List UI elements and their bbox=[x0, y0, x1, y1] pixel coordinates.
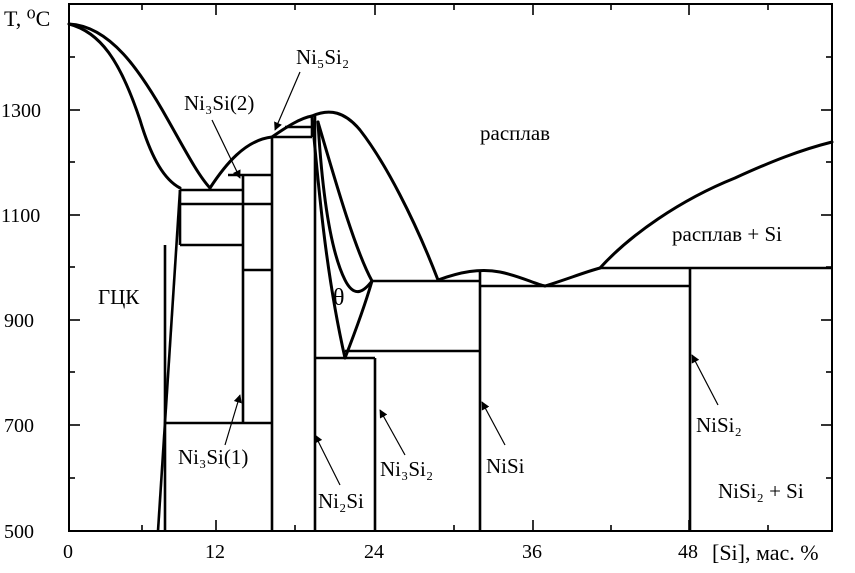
y-tick-label: 1100 bbox=[1, 205, 40, 227]
x-tick-label: 24 bbox=[364, 541, 384, 563]
y-tick-label: 700 bbox=[4, 415, 34, 437]
arrow-ni2si bbox=[314, 434, 341, 486]
label-nisi2-si: NiSi₂ + Si bbox=[718, 479, 804, 503]
label-melt-si: расплав + Si bbox=[672, 222, 782, 246]
label-nisi: NiSi bbox=[486, 454, 525, 478]
label-nisi2: NiSi₂ bbox=[696, 413, 742, 437]
theta-upper-boundary bbox=[316, 120, 374, 283]
leader-arrows bbox=[211, 71, 719, 486]
label-ni3si-1: Ni₃Si(1) bbox=[178, 445, 248, 469]
liquidus-ni-side bbox=[67, 22, 212, 190]
arrow-ni3si2 bbox=[379, 409, 406, 456]
label-ni3si-2: Ni₃Si(2) bbox=[184, 91, 254, 115]
liquidus-si-side bbox=[598, 140, 834, 270]
y-tick-labels: 500 700 900 1100 1300 bbox=[1, 100, 41, 543]
x-axis-title: [Si], мас. % bbox=[712, 540, 819, 565]
y-tick-label: 500 bbox=[4, 521, 34, 543]
y-axis-title: T, ⁰C bbox=[4, 6, 50, 31]
arrow-ni5si2 bbox=[274, 71, 301, 131]
liquidus-to-nisi2 bbox=[543, 266, 602, 288]
label-fcc: ГЦК bbox=[98, 285, 140, 309]
x-tick-label: 48 bbox=[678, 541, 698, 563]
label-ni2si: Ni₂Si bbox=[318, 489, 364, 513]
liquidus-nisi-hump bbox=[436, 268, 547, 288]
x-tick-labels: 0 12 24 36 48 bbox=[63, 541, 698, 563]
arrow-ni3si-1 bbox=[224, 394, 242, 446]
x-tick-label: 0 bbox=[63, 541, 73, 563]
theta-mid-boundary bbox=[316, 120, 374, 293]
y-tick-label: 1300 bbox=[1, 100, 41, 122]
theta-left-boundary bbox=[310, 114, 347, 360]
solidus-ni-side bbox=[67, 22, 182, 190]
x-tick-label: 36 bbox=[522, 541, 542, 563]
arrow-nisi bbox=[481, 401, 506, 446]
label-theta: θ bbox=[333, 285, 345, 311]
liquidus-to-ni5si2 bbox=[208, 135, 274, 190]
label-ni5si2: Ni₅Si₂ bbox=[296, 45, 349, 69]
liquidus-ni2si-dome bbox=[310, 110, 440, 282]
liquidus-ni5si2-hump bbox=[270, 114, 314, 139]
x-tick-label: 12 bbox=[205, 541, 225, 563]
y-tick-label: 900 bbox=[4, 310, 34, 332]
arrow-nisi2 bbox=[691, 354, 719, 406]
label-melt: расплав bbox=[480, 121, 550, 145]
arrow-ni3si-2 bbox=[211, 119, 241, 179]
label-ni3si2: Ni₃Si₂ bbox=[380, 457, 433, 481]
phase-boundaries bbox=[67, 22, 834, 360]
phase-lines bbox=[156, 116, 832, 532]
